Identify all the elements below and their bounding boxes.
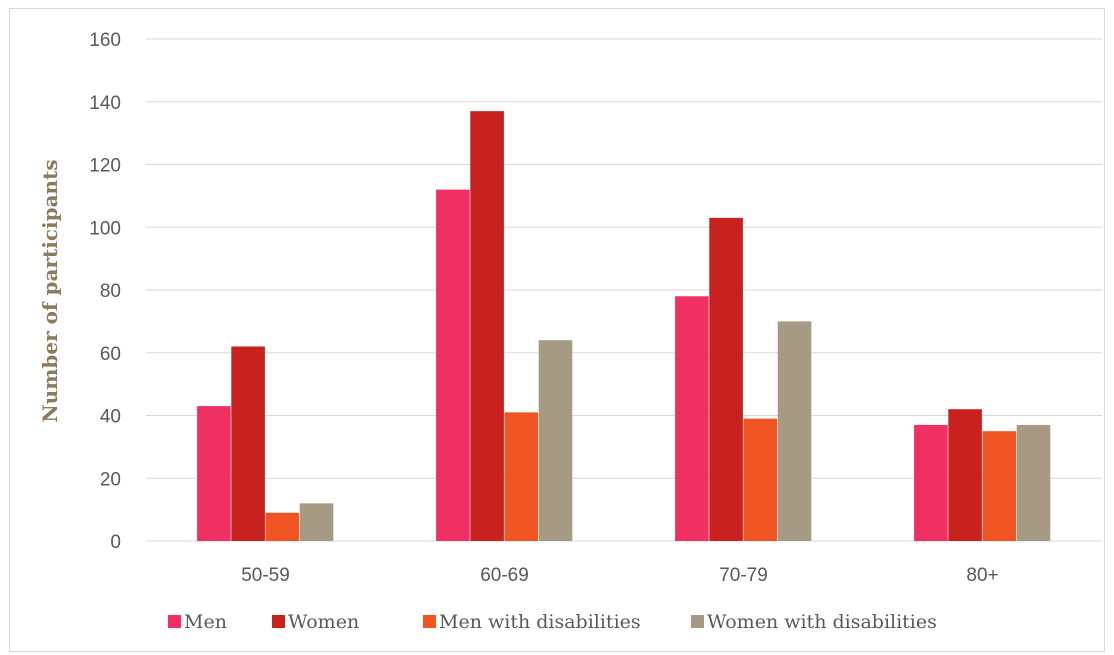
bar-men-60-69: [436, 189, 470, 541]
legend-swatch: [423, 615, 436, 628]
bar-women-70-79: [709, 217, 743, 541]
y-axis-title: Number of participants: [38, 159, 62, 422]
x-category-label: 50-59: [241, 565, 290, 586]
y-tick-label: 100: [89, 218, 121, 239]
bar-women-with-disabilities-70-79: [777, 321, 812, 541]
bar-women-with-disabilities-50-59: [299, 503, 334, 541]
legend-label: Men with disabilities: [439, 611, 641, 633]
bar-chart: 0 20 40 60 80 100 120 140 160 50-59 60-69 70-79 80+…: [38, 30, 1102, 633]
x-axis-labels: 50-59 60-69 70-79 80+: [241, 565, 998, 586]
y-tick-label: 20: [100, 469, 121, 490]
legend-label: Women with disabilities: [707, 611, 937, 633]
legend-swatch: [691, 615, 704, 628]
bar-women-60-69: [470, 111, 504, 541]
x-category-label: 70-79: [719, 565, 768, 586]
y-tick-label: 80: [100, 281, 121, 302]
x-category-label: 80+: [966, 565, 998, 586]
x-category-label: 60-69: [480, 565, 529, 586]
legend-label: Women: [288, 611, 359, 633]
bar-women-80+: [948, 409, 982, 541]
bar-men-with-disabilities-60-69: [504, 412, 539, 541]
y-tick-label: 40: [100, 407, 121, 428]
y-axis-ticks: 0 20 40 60 80 100 120 140 160: [89, 30, 121, 553]
legend-swatch: [168, 615, 181, 628]
bar-men-80+: [914, 424, 948, 541]
y-tick-label: 0: [110, 532, 121, 553]
bar-men-with-disabilities-80+: [982, 431, 1017, 541]
bar-men-70-79: [675, 296, 709, 541]
y-tick-label: 60: [100, 344, 121, 365]
gridlines: [146, 38, 1102, 542]
y-tick-label: 120: [89, 156, 121, 177]
bar-men-50-59: [197, 406, 231, 541]
bar-women-50-59: [231, 346, 265, 541]
bars: [197, 111, 1051, 541]
bar-women-with-disabilities-80+: [1016, 424, 1051, 541]
y-tick-label: 140: [89, 93, 121, 114]
legend-label: Men: [184, 611, 227, 633]
bar-men-with-disabilities-70-79: [743, 418, 778, 541]
y-tick-label: 160: [89, 30, 121, 51]
legend-swatch: [272, 615, 285, 628]
bar-women-with-disabilities-60-69: [538, 340, 573, 541]
bar-men-with-disabilities-50-59: [265, 512, 300, 541]
chart-frame: 0 20 40 60 80 100 120 140 160 50-59 60-69 70-79 80+…: [9, 8, 1105, 652]
legend: Men Women Men with disabilities Women with …: [168, 611, 937, 633]
